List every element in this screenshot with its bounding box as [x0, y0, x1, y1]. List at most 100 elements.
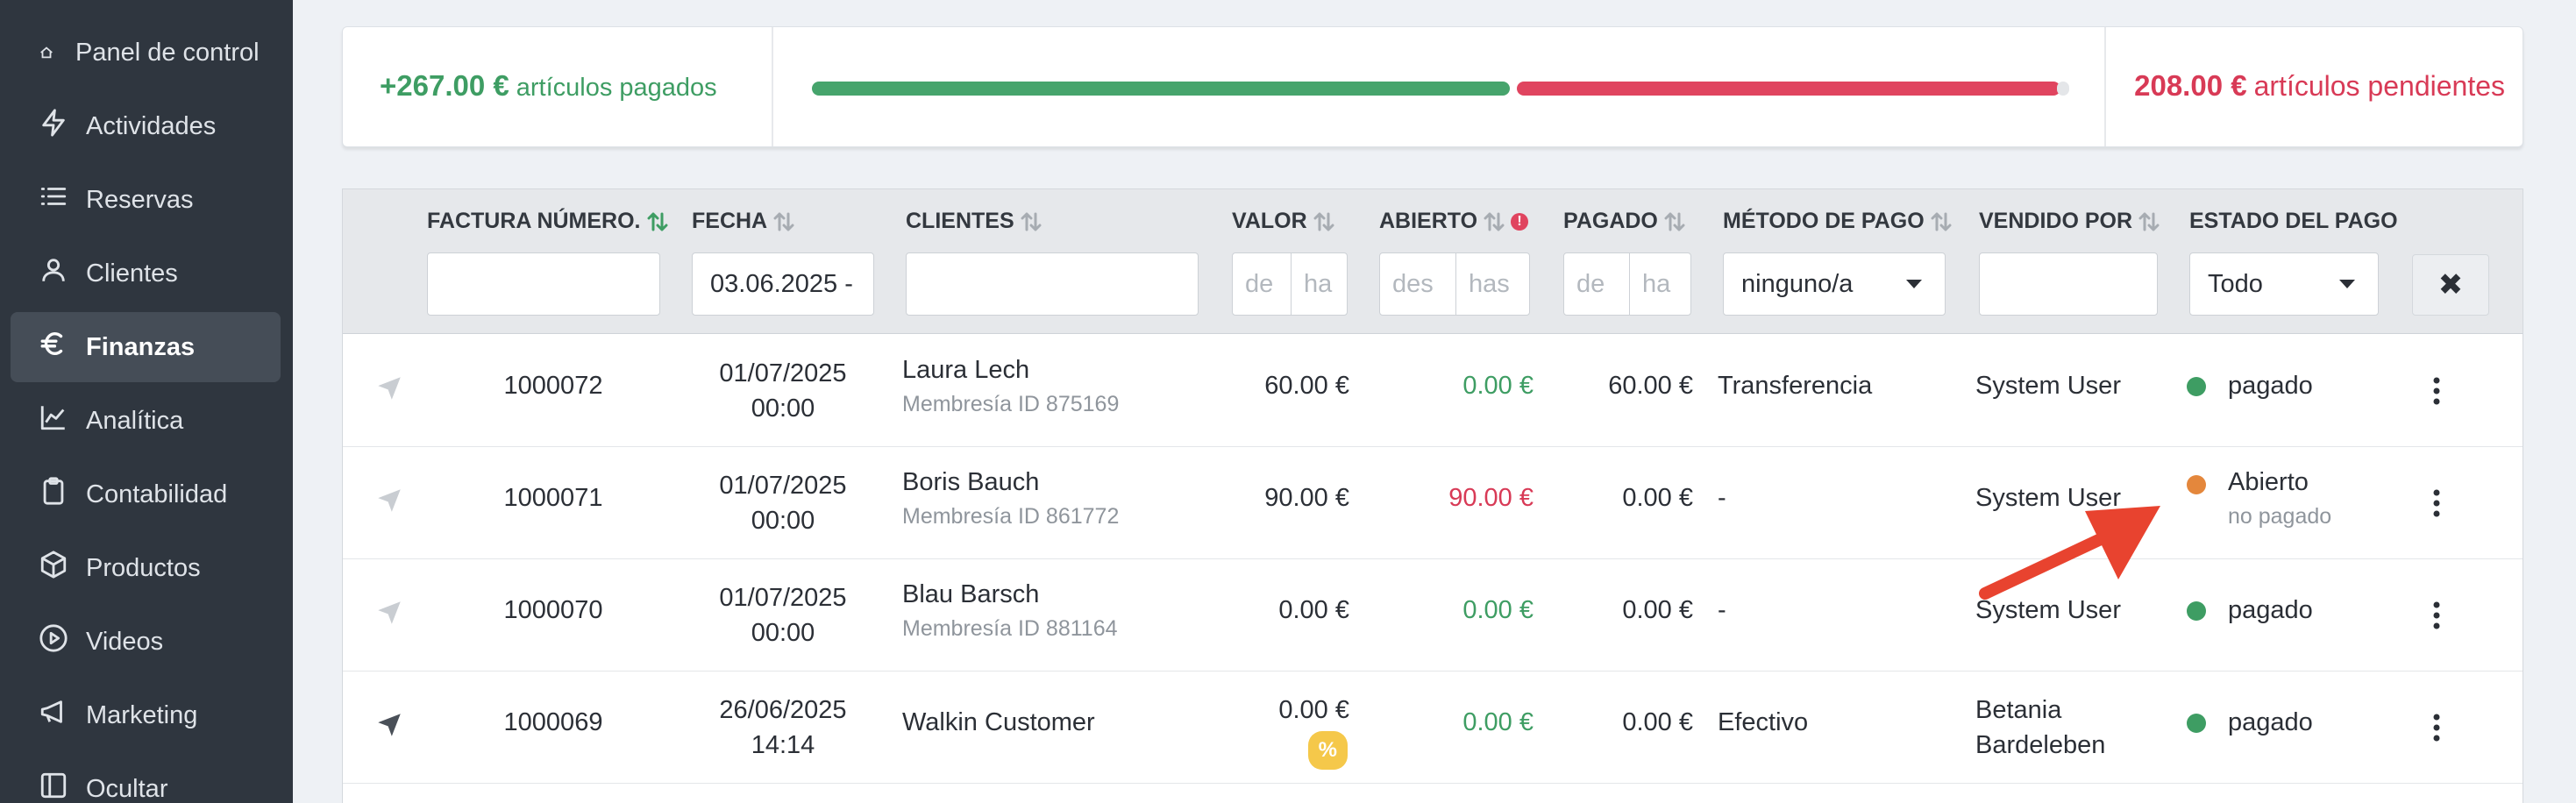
table-header: FACTURA NÚMERO. FECHA CLIENTES VALOR ABI…	[343, 189, 2523, 334]
status-dot	[2187, 377, 2206, 396]
sidebar-item-label: Actividades	[86, 111, 217, 140]
header-paid[interactable]: PAGADO	[1563, 209, 1686, 234]
table-row[interactable]: 1000071 01/07/2025 00:00 Boris Bauch Memb…	[343, 447, 2523, 559]
client-name[interactable]: Laura Lech	[902, 356, 1030, 384]
sidebar-item-marketing[interactable]: Marketing	[11, 680, 281, 750]
sidebar-item-finanzas[interactable]: Finanzas	[11, 312, 281, 382]
sidebar-item-label: Finanzas	[86, 332, 196, 361]
sold-by: System User	[1975, 372, 2121, 400]
payment-status-select[interactable]: Todo	[2189, 252, 2379, 316]
sold-by: System User	[1975, 596, 2121, 624]
table-row[interactable]: 1000069 26/06/2025 14:14 Walkin Customer …	[343, 672, 2523, 784]
value-range-filter[interactable]: de ha	[1232, 252, 1348, 316]
value-from-input[interactable]: de	[1245, 269, 1274, 298]
payment-status-sub: no pagado	[2228, 504, 2332, 529]
invoice-number: 1000071	[503, 484, 603, 512]
sort-icon[interactable]	[2138, 210, 2160, 233]
progress-track	[2057, 82, 2069, 96]
header-date[interactable]: FECHA	[692, 209, 795, 234]
more-options-icon[interactable]	[2421, 373, 2452, 409]
sidebar-item-panel-de-control[interactable]: Panel de control	[11, 18, 281, 88]
send-icon[interactable]	[374, 373, 404, 403]
payment-status: Abierto	[2228, 468, 2309, 496]
annotation-arrow-icon	[1979, 506, 2160, 600]
send-icon[interactable]	[374, 710, 404, 740]
alert-icon: !	[1511, 212, 1529, 231]
open-from-input[interactable]: des	[1392, 269, 1434, 298]
paid-progress-bar	[812, 82, 1510, 96]
chevron-down-icon	[1906, 280, 1922, 288]
sold-by: System User	[1975, 484, 2121, 512]
more-options-icon[interactable]	[2421, 486, 2452, 521]
send-icon[interactable]	[374, 486, 404, 515]
sort-icon[interactable]	[772, 210, 795, 233]
open-to-input[interactable]: has	[1455, 253, 1529, 315]
table-row[interactable]: 1000072 01/07/2025 00:00 Laura Lech Membr…	[343, 335, 2523, 447]
header-payment-method[interactable]: MÉTODO DE PAGO	[1723, 209, 1953, 234]
payment-method: -	[1718, 484, 1726, 512]
sort-active-icon[interactable]	[646, 210, 669, 233]
payment-status: pagado	[2228, 372, 2313, 400]
sidebar-item-label: Videos	[86, 627, 164, 656]
header-value[interactable]: VALOR	[1232, 209, 1335, 234]
send-icon[interactable]	[374, 598, 404, 628]
sort-icon[interactable]	[1483, 210, 1505, 233]
header-open[interactable]: ABIERTO !	[1379, 209, 1529, 234]
sidebar-item-videos[interactable]: Videos	[11, 607, 281, 677]
paid-range-filter[interactable]: de ha	[1563, 252, 1691, 316]
payment-status: pagado	[2228, 708, 2313, 736]
sidebar-item-reservas[interactable]: Reservas	[11, 165, 281, 235]
status-dot	[2187, 601, 2206, 621]
client-name[interactable]: Boris Bauch	[902, 468, 1040, 496]
euro-icon	[39, 329, 86, 366]
user-icon	[39, 255, 86, 292]
client-cell: Laura Lech Membresía ID 875169	[902, 356, 1119, 417]
more-options-icon[interactable]	[2421, 598, 2452, 633]
header-sold-by[interactable]: VENDIDO POR	[1979, 209, 2160, 234]
open-amount: 0.00 €	[1462, 372, 1534, 400]
paid-amount: 60.00 €	[1608, 372, 1693, 400]
paid-to-input[interactable]: ha	[1629, 253, 1690, 315]
payment-method: -	[1718, 596, 1726, 624]
value-amount: 90.00 €	[1264, 484, 1349, 512]
open-range-filter[interactable]: des has	[1379, 252, 1530, 316]
header-clients[interactable]: CLIENTES	[906, 209, 1042, 234]
lightning-icon	[39, 108, 86, 145]
invoice-number-filter[interactable]	[427, 252, 660, 316]
client-name[interactable]: Blau Barsch	[902, 580, 1040, 608]
sidebar-item-contabilidad[interactable]: Contabilidad	[11, 459, 281, 529]
payment-method: Efectivo	[1718, 708, 1809, 736]
sort-icon[interactable]	[1313, 210, 1335, 233]
sidebar-item-actividades[interactable]: Actividades	[11, 91, 281, 161]
sidebar-item-productos[interactable]: Productos	[11, 533, 281, 603]
payment-status-cell: Abierto no pagado	[2228, 468, 2331, 529]
sidebar-collapse-icon	[39, 771, 86, 803]
paid-amount: 0.00 €	[1622, 596, 1693, 624]
payment-method-select[interactable]: ninguno/a	[1723, 252, 1946, 316]
invoice-date: 26/06/2025 14:14	[719, 696, 847, 759]
paid-label: artículos pagados	[516, 74, 717, 102]
sort-icon[interactable]	[1020, 210, 1042, 233]
sidebar: Panel de control Actividades Reservas Cl…	[0, 0, 293, 803]
header-payment-status: ESTADO DEL PAGO	[2189, 209, 2398, 233]
sort-icon[interactable]	[1930, 210, 1953, 233]
clear-filters-button[interactable]: ✖	[2412, 254, 2489, 316]
divider	[2104, 27, 2106, 146]
date-range-filter[interactable]: 03.06.2025 -	[692, 252, 874, 316]
sidebar-item-analitica[interactable]: Analítica	[11, 386, 281, 456]
sort-icon[interactable]	[1663, 210, 1686, 233]
value-to-input[interactable]: ha	[1291, 253, 1347, 315]
sidebar-item-ocultar[interactable]: Ocultar	[11, 754, 281, 803]
paid-from-input[interactable]: de	[1576, 269, 1605, 298]
client-name[interactable]: Walkin Customer	[902, 708, 1095, 736]
payment-summary-card: +267.00 € artículos pagados 208.00 € artíc…	[342, 26, 2523, 147]
close-icon: ✖	[2437, 268, 2464, 302]
sidebar-item-clientes[interactable]: Clientes	[11, 238, 281, 309]
sold-by-filter[interactable]	[1979, 252, 2158, 316]
table-row[interactable]: 1000070 01/07/2025 00:00 Blau Barsch Memb…	[343, 559, 2523, 672]
home-icon	[39, 39, 75, 68]
payment-method: Transferencia	[1718, 372, 1873, 400]
more-options-icon[interactable]	[2421, 710, 2452, 745]
header-invoice-number[interactable]: FACTURA NÚMERO.	[427, 209, 669, 234]
clients-filter[interactable]	[906, 252, 1199, 316]
